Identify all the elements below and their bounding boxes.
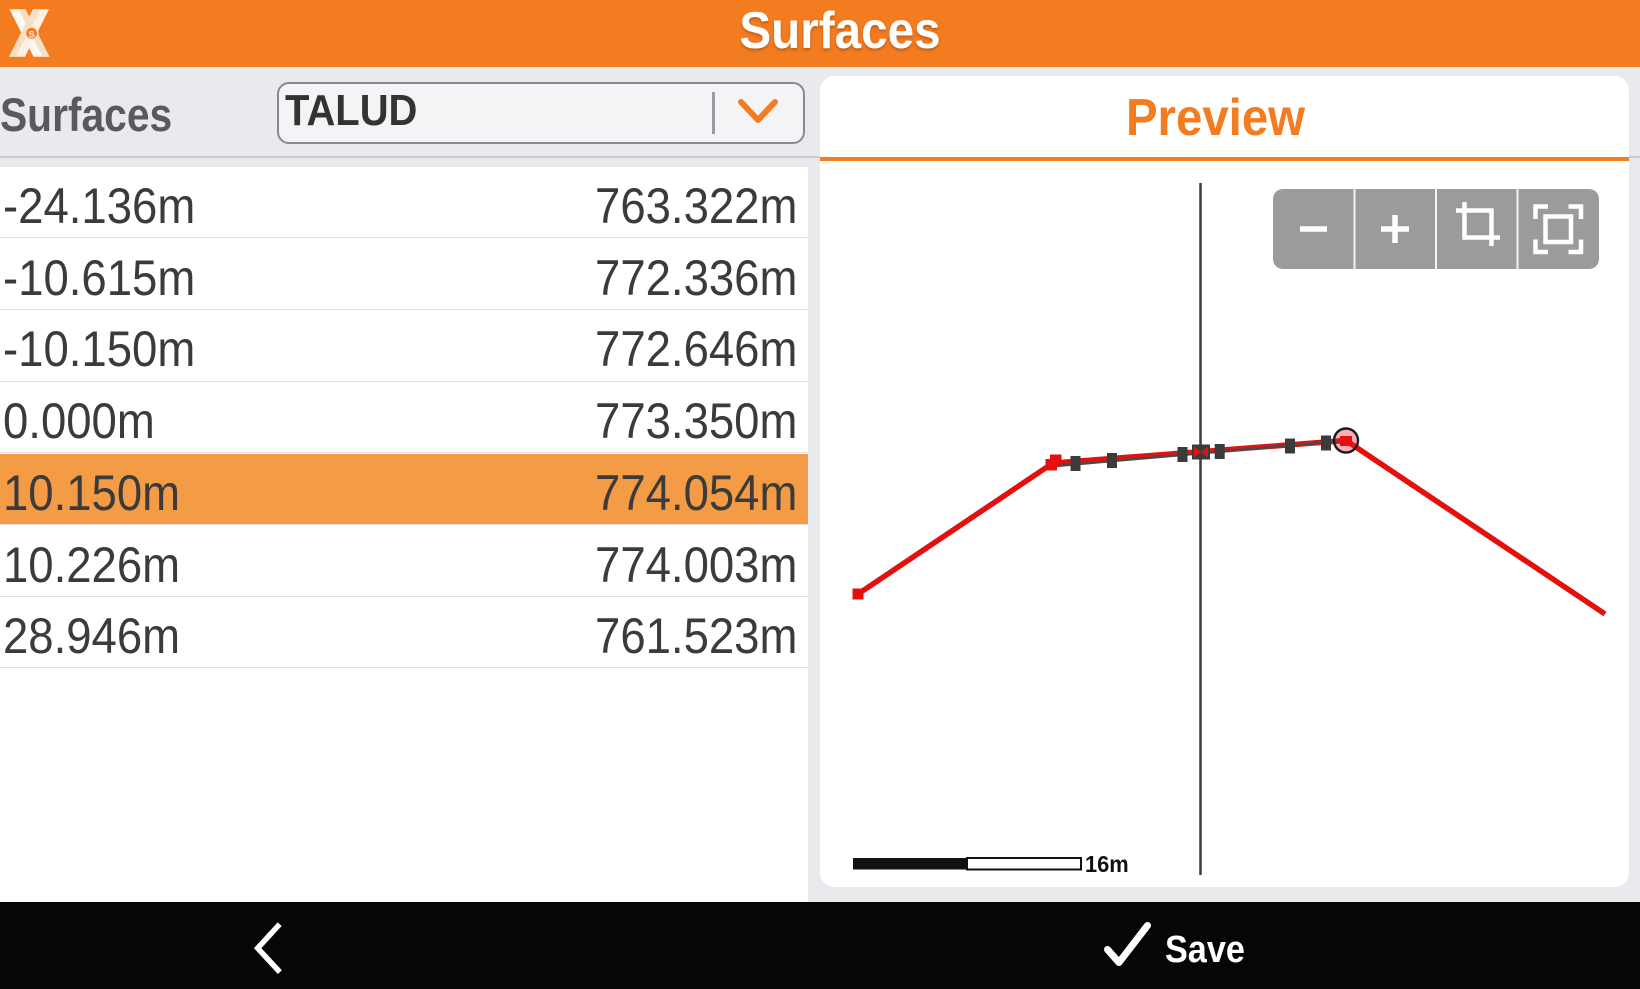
svg-text:s: s [28, 27, 35, 41]
